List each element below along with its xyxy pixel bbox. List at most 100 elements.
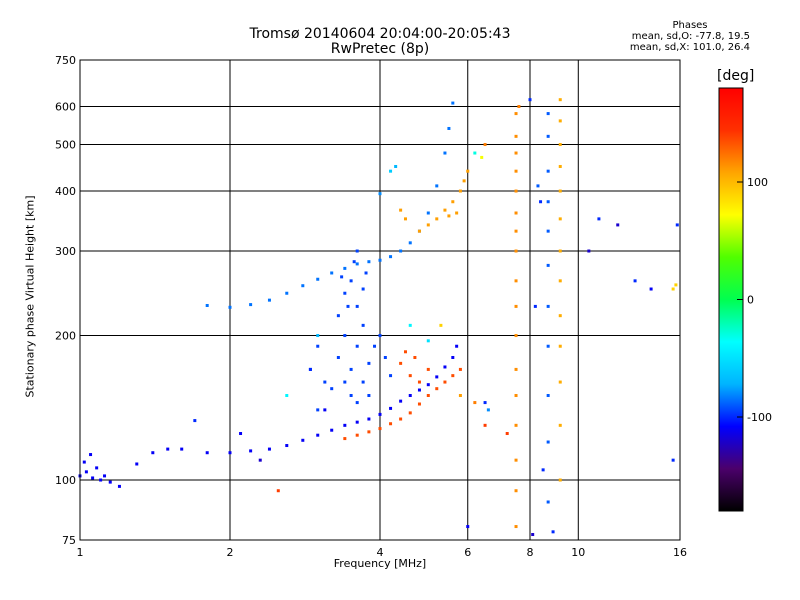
echo-point (361, 323, 365, 327)
echo-point (435, 387, 439, 391)
echo-point (408, 374, 412, 378)
colorbar-tick-label: 100 (747, 176, 768, 189)
echo-point (349, 367, 353, 371)
echo-point (616, 223, 620, 227)
echo-point (82, 460, 86, 464)
echo-point (91, 476, 95, 480)
echo-point (558, 189, 562, 193)
echo-point (276, 489, 280, 493)
echo-point (228, 451, 232, 455)
echo-point (443, 365, 447, 369)
echo-point (408, 411, 412, 415)
echo-point (408, 323, 412, 327)
echo-point (193, 419, 197, 423)
x-axis-label: Frequency [MHz] (333, 557, 427, 570)
echo-point (205, 451, 209, 455)
echo-point (514, 367, 518, 371)
echo-point (558, 478, 562, 482)
echo-point (466, 525, 470, 529)
echo-point (451, 200, 455, 204)
echo-point (483, 143, 487, 147)
x-tick-label: 2 (227, 546, 234, 559)
x-tick-label: 6 (464, 546, 471, 559)
echo-point (399, 417, 403, 421)
echo-point (435, 217, 439, 221)
echo-point (426, 367, 430, 371)
echo-point (316, 433, 320, 437)
echo-point (308, 367, 312, 371)
echo-point (343, 334, 347, 338)
echo-point (346, 304, 350, 308)
echo-point (417, 380, 421, 384)
echo-point (361, 287, 365, 291)
echo-point (378, 334, 382, 338)
echo-point (340, 275, 344, 279)
echo-trace (343, 350, 462, 441)
echo-point (166, 447, 170, 451)
chart-subtitle: RwPretec (8p) (330, 41, 430, 57)
echo-point (455, 211, 459, 215)
y-tick-label: 500 (55, 139, 76, 152)
echo-point (514, 394, 518, 398)
stats-x-mode: mean, sd,X: 101.0, 26.4 (629, 42, 750, 53)
echo-point (483, 423, 487, 427)
x-tick-label: 1 (77, 546, 84, 559)
echo-point (558, 143, 562, 147)
echo-point (330, 271, 334, 275)
echo-point (355, 420, 359, 424)
echo-point (587, 249, 591, 253)
echo-point (336, 355, 340, 359)
echo-point (426, 383, 430, 387)
echo-point (355, 249, 359, 253)
echo-point (435, 184, 439, 188)
echo-point (89, 453, 93, 457)
phase-stats: Phases mean, sd,O: -77.8, 19.5 mean, sd,… (600, 20, 750, 53)
echo-point (558, 249, 562, 253)
echo-point (455, 344, 459, 348)
echo-point (473, 151, 477, 155)
echo-point (546, 440, 550, 444)
echo-point (361, 380, 365, 384)
echo-point (417, 388, 421, 392)
echo-point (399, 208, 403, 212)
echo-point (514, 112, 518, 116)
y-tick-label: 100 (55, 474, 76, 487)
colorbar-tick-label: -100 (747, 411, 772, 424)
echo-point (352, 260, 356, 264)
echo-point (378, 192, 382, 196)
echo-point (399, 361, 403, 365)
echo-point (367, 394, 371, 398)
echo-point (451, 374, 455, 378)
echo-point (546, 394, 550, 398)
echo-point (239, 432, 243, 436)
echo-point (413, 355, 417, 359)
echo-point (316, 277, 320, 281)
echo-point (546, 263, 550, 267)
echo-point (439, 323, 443, 327)
echo-point (373, 344, 377, 348)
echo-point (514, 489, 518, 493)
echo-point (394, 164, 398, 168)
echo-point (458, 189, 462, 193)
echo-point (514, 169, 518, 173)
echo-point (633, 279, 637, 283)
echo-point (383, 355, 387, 359)
echo-point (514, 211, 518, 215)
echo-point (558, 98, 562, 102)
echo-point (378, 258, 382, 262)
echo-point (267, 298, 271, 302)
echo-points (78, 98, 679, 537)
echo-point (558, 164, 562, 168)
echo-point (417, 229, 421, 233)
echo-point (546, 344, 550, 348)
echo-point (483, 401, 487, 405)
y-tick-label: 750 (55, 54, 76, 67)
echo-point (323, 380, 327, 384)
echo-point (343, 380, 347, 384)
echo-point (343, 437, 347, 441)
echo-point (316, 334, 320, 338)
echo-point (117, 484, 121, 488)
y-tick-label: 600 (55, 101, 76, 114)
echo-point (349, 279, 353, 283)
